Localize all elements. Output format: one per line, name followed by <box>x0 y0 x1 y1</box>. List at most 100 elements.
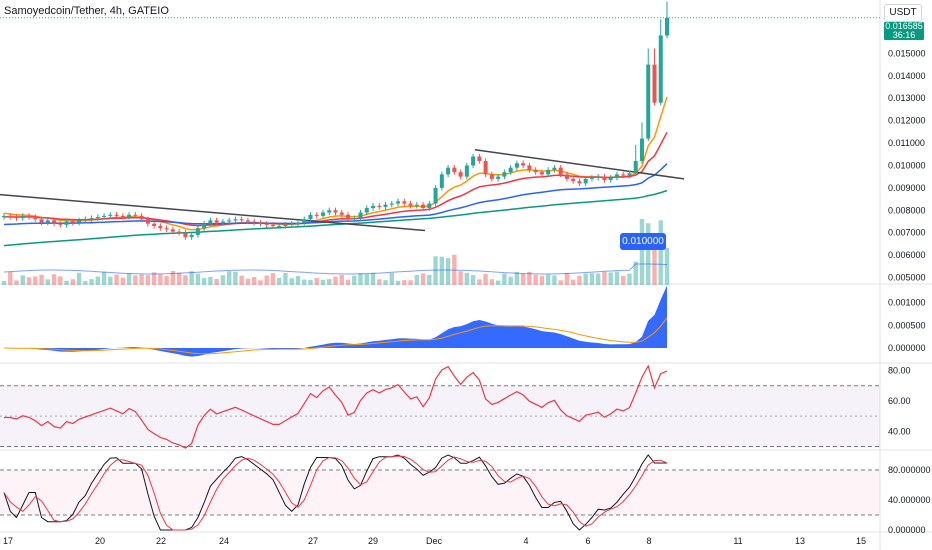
volume-bar <box>358 273 363 285</box>
macd-area <box>4 285 667 357</box>
volume-bar <box>514 271 520 285</box>
time-tick-label: 13 <box>795 536 805 546</box>
candle-body <box>564 174 569 179</box>
volume-bar <box>408 280 413 285</box>
candle-body <box>33 217 38 220</box>
volume-bar <box>233 271 238 285</box>
volume-bar <box>108 276 113 285</box>
volume-bar <box>158 274 163 285</box>
candle-body <box>352 218 357 220</box>
price-tick-label: 0.009000 <box>888 183 926 193</box>
time-tick-label: 11 <box>733 536 742 546</box>
candle-body <box>114 214 119 216</box>
rsi-tick-label: 60.00 <box>888 396 911 406</box>
candle-body <box>70 221 75 223</box>
candle-body <box>627 173 632 176</box>
volume-bar <box>289 278 294 285</box>
volume-bar <box>646 223 651 285</box>
candle-body <box>364 208 369 213</box>
volume-bar <box>20 275 25 285</box>
candle-body <box>58 223 63 225</box>
price-tick-label: 0.007000 <box>888 228 926 238</box>
volume-bar <box>427 274 432 285</box>
rsi-line <box>4 364 668 449</box>
volume-bar <box>370 272 376 285</box>
candle-body <box>295 222 300 224</box>
candle-body <box>446 167 451 175</box>
candle-body <box>358 212 363 219</box>
candle-body <box>602 176 607 181</box>
volume-bar <box>195 273 201 285</box>
volume-bar <box>58 276 63 285</box>
volume-tag: 0.010000 <box>620 233 666 250</box>
time-tick-label: 29 <box>368 536 378 546</box>
volume-bar <box>577 275 582 285</box>
time-tick-label: 22 <box>156 536 166 546</box>
time-tick-label: 6 <box>585 536 590 546</box>
volume-bar <box>176 272 182 285</box>
volume-bar <box>320 279 326 285</box>
volume-bar <box>589 273 595 285</box>
candle-body <box>496 176 501 179</box>
chart-title: Samoyedcoin/Tether, 4h, GATEIO <box>4 5 169 17</box>
candle-body <box>314 214 319 216</box>
volume-bar <box>664 247 670 285</box>
volume-bar <box>539 275 545 285</box>
candle-body <box>302 219 307 223</box>
stoch-k-line <box>3 454 667 531</box>
volume-bar <box>458 271 463 285</box>
volume-bar <box>602 271 607 285</box>
candle-body <box>233 219 238 221</box>
volume-bar <box>658 220 663 285</box>
candle-body <box>258 222 263 224</box>
candle-body <box>227 220 232 222</box>
ema-mid-line <box>4 131 668 227</box>
volume-bar <box>652 240 657 285</box>
candle-body <box>533 169 538 173</box>
time-tick-label: Dec <box>426 536 443 546</box>
candle-body <box>477 156 482 161</box>
candle-body <box>508 167 513 173</box>
candle-body <box>521 163 526 166</box>
candle-body <box>214 220 219 223</box>
candle-body <box>120 215 125 217</box>
volume-bar <box>477 279 482 285</box>
time-tick-label: 8 <box>646 536 651 546</box>
volume-bar <box>527 271 532 285</box>
volume-bar <box>483 274 488 285</box>
volume-bar <box>295 275 301 285</box>
volume-bar <box>464 272 470 285</box>
volume-ma-line <box>3 263 668 275</box>
volume-bar <box>502 273 507 285</box>
candle-body <box>77 220 82 223</box>
volume-bar <box>395 280 401 285</box>
time-tick-label: 24 <box>219 536 229 546</box>
candle-body <box>52 220 57 224</box>
volume-bar <box>270 273 276 285</box>
volume-bar <box>64 280 69 285</box>
currency-button[interactable]: USDT <box>884 4 922 22</box>
price-tick-label: 0.010000 <box>888 160 926 170</box>
candle-body <box>389 203 394 205</box>
volume-bar <box>51 274 57 285</box>
candle-body <box>502 172 507 177</box>
volume-bar <box>389 272 394 285</box>
last-price-value: 0.016585 <box>885 21 923 31</box>
last-price-tag: 0.016585 36:16 <box>884 22 924 40</box>
price-tick-label: 0.008000 <box>888 205 926 215</box>
ema-slow-line <box>3 163 668 226</box>
volume-bar <box>414 275 420 285</box>
volume-bar <box>164 275 169 285</box>
candle-body <box>371 205 376 209</box>
volume-bar <box>327 279 332 285</box>
volume-bar <box>214 278 219 285</box>
candle-body <box>95 217 100 219</box>
volume-bar <box>8 271 13 285</box>
candle-body <box>377 205 382 207</box>
candle-body <box>189 234 194 238</box>
volume-bar <box>489 279 495 285</box>
candle-body <box>8 215 13 217</box>
volume-bar <box>189 271 194 285</box>
volume-bar <box>558 280 563 285</box>
